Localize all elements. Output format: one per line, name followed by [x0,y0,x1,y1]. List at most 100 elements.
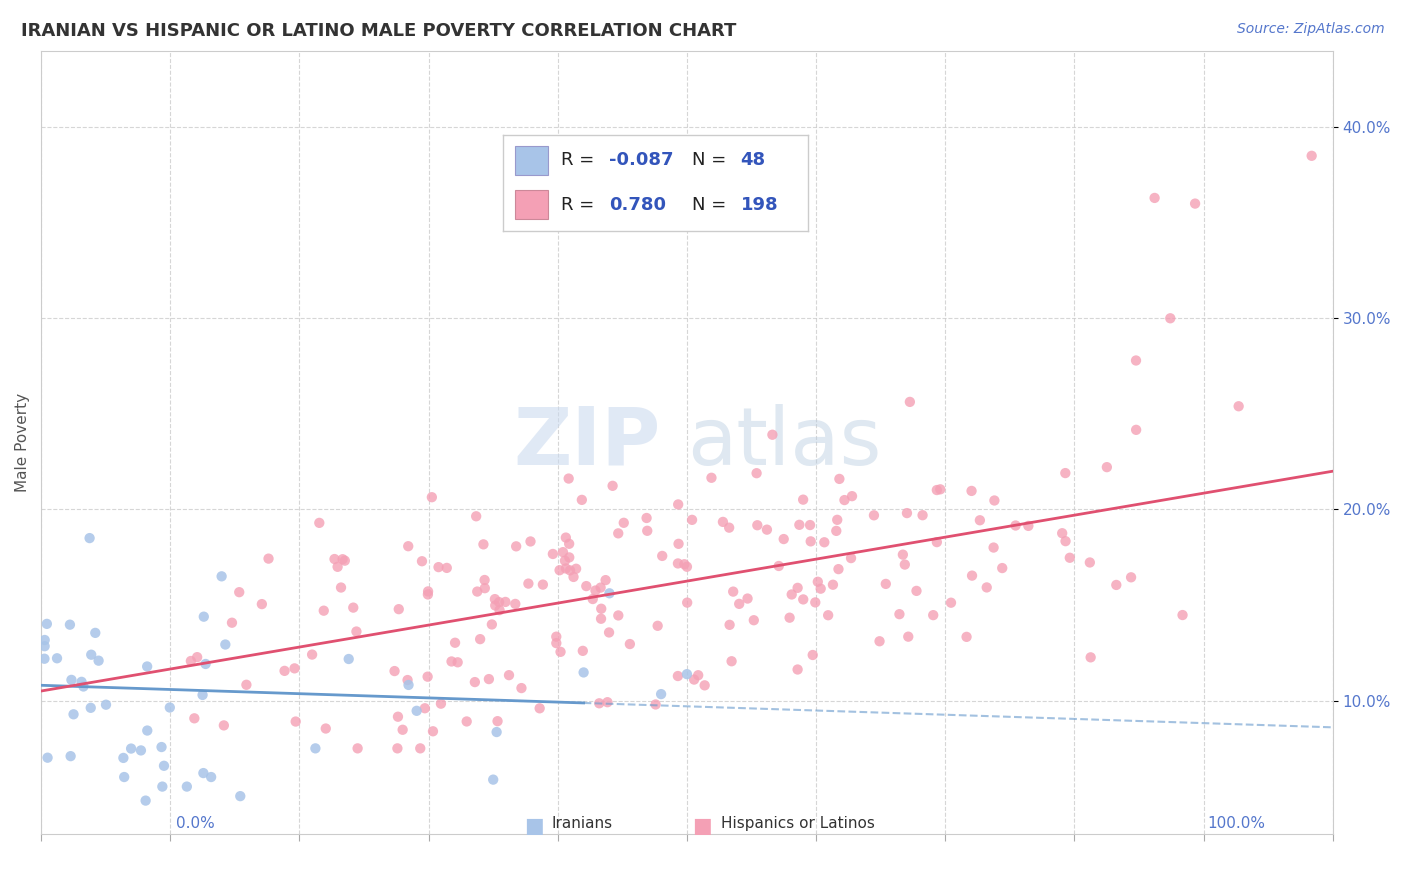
Point [925,535,948,549]
Point [308,516,330,530]
Point [388,602,411,616]
Point [485,725,508,739]
Point [925,483,948,497]
Text: IRANIAN VS HISPANIC OR LATINO MALE POVERTY CORRELATION CHART: IRANIAN VS HISPANIC OR LATINO MALE POVER… [21,22,737,40]
Point [557,472,579,486]
Text: ■: ■ [523,816,544,836]
Point [813,535,835,549]
Text: R =: R = [561,152,599,169]
Point [468,632,491,647]
Point [191,688,214,702]
Point [896,506,918,520]
Point [700,471,723,485]
Point [976,581,998,595]
Point [235,678,257,692]
Point [37,750,59,764]
Point [46,651,69,665]
Text: Hispanics or Latinos: Hispanics or Latinos [720,816,875,831]
Point [440,655,463,669]
Point [332,552,354,566]
Point [960,568,983,582]
Text: R =: R = [561,195,599,214]
Point [582,592,605,607]
Point [416,670,439,684]
Point [60,673,83,687]
Y-axis label: Male Poverty: Male Poverty [15,393,30,492]
Point [761,427,783,442]
Point [991,561,1014,575]
Point [1125,353,1147,368]
Point [929,483,952,497]
Point [1105,578,1128,592]
Point [229,789,252,804]
Text: -0.087: -0.087 [609,152,673,169]
Point [619,637,641,651]
Point [1143,191,1166,205]
Point [494,595,516,609]
Point [391,723,413,737]
Point [636,511,658,525]
Point [62,707,84,722]
Point [79,531,101,545]
Point [1184,196,1206,211]
Point [897,630,920,644]
Point [59,617,82,632]
Text: N =: N = [692,152,731,169]
Point [839,551,862,566]
Point [960,483,983,498]
Point [546,630,568,644]
Point [70,674,93,689]
Point [558,550,581,565]
Point [416,587,439,601]
Point [786,663,808,677]
Point [398,678,420,692]
Point [565,562,588,576]
Point [541,547,564,561]
Text: 0.0%: 0.0% [176,816,215,831]
Point [939,596,962,610]
Text: atlas: atlas [688,403,882,482]
Point [745,466,768,480]
Point [112,770,135,784]
Point [607,608,630,623]
Point [1159,311,1181,326]
Point [488,595,510,609]
Point [464,675,486,690]
Point [411,554,433,568]
Point [35,616,58,631]
Point [456,714,478,729]
Bar [515,190,548,219]
Point [478,672,501,686]
Point [863,508,886,523]
Point [666,498,689,512]
Point [409,741,432,756]
Point [484,592,506,607]
Point [1054,534,1077,549]
Point [780,587,803,601]
Point [598,625,620,640]
Point [211,569,233,583]
Point [585,583,607,598]
Point [651,549,673,563]
Point [786,581,808,595]
Point [668,537,690,551]
Point [482,772,505,787]
Point [718,521,741,535]
Point [34,632,56,647]
Point [676,667,699,681]
Point [800,534,823,549]
Point [742,613,765,627]
Point [436,561,458,575]
Point [1017,519,1039,533]
Point [273,664,295,678]
Point [193,766,215,780]
Point [1119,570,1142,584]
Point [983,541,1005,555]
Point [413,701,436,715]
Point [465,509,488,524]
Point [159,700,181,714]
Point [728,597,751,611]
Point [150,780,173,794]
Point [72,680,94,694]
Point [647,619,669,633]
